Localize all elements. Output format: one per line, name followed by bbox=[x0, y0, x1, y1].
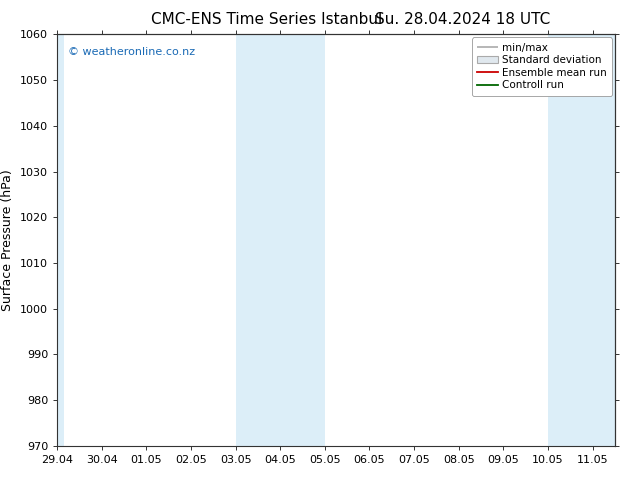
Y-axis label: Surface Pressure (hPa): Surface Pressure (hPa) bbox=[1, 169, 15, 311]
Text: © weatheronline.co.nz: © weatheronline.co.nz bbox=[68, 47, 195, 57]
Legend: min/max, Standard deviation, Ensemble mean run, Controll run: min/max, Standard deviation, Ensemble me… bbox=[472, 37, 612, 96]
Bar bbox=[548, 34, 634, 446]
Bar bbox=[236, 34, 325, 446]
Text: CMC-ENS Time Series Istanbul: CMC-ENS Time Series Istanbul bbox=[151, 12, 382, 27]
Bar bbox=[57, 34, 64, 446]
Text: Su. 28.04.2024 18 UTC: Su. 28.04.2024 18 UTC bbox=[375, 12, 550, 27]
